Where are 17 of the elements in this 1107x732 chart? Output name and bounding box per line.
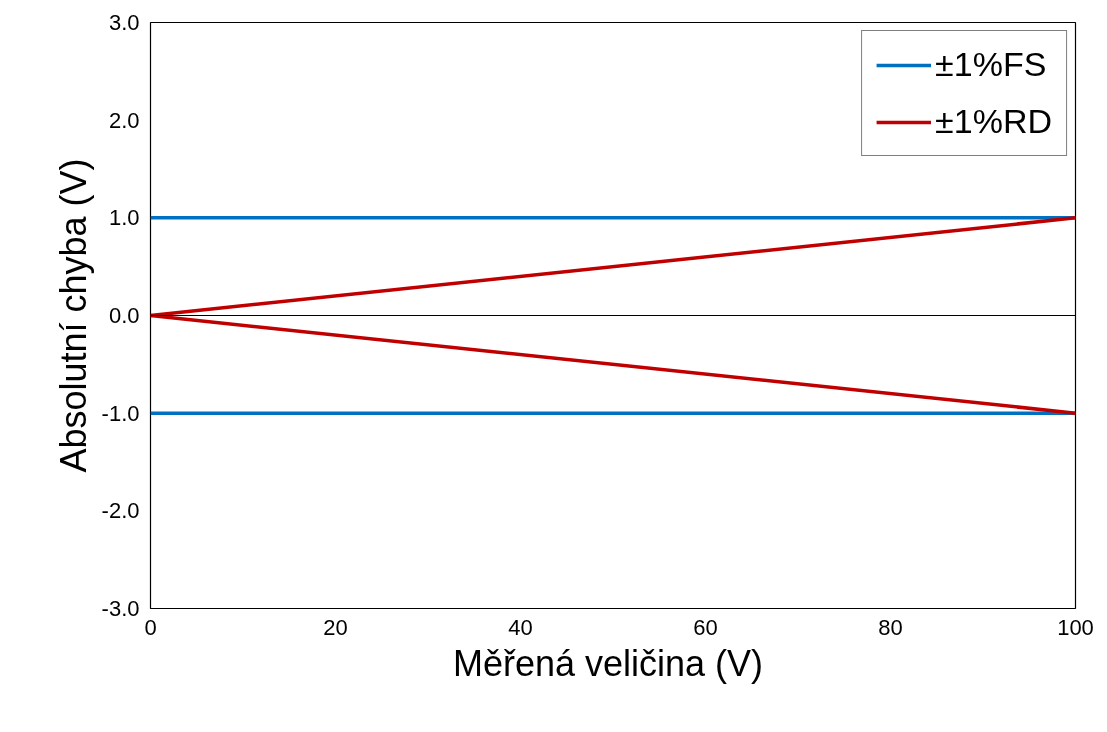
y-tick-label: 2.0 xyxy=(108,107,140,133)
y-tick-label: -3.0 xyxy=(101,596,140,621)
y-tick-label: 3.0 xyxy=(108,10,140,35)
x-tick-label: 0 xyxy=(144,614,157,640)
x-tick-label: 100 xyxy=(1057,614,1094,640)
legend-label: ±1%RD xyxy=(935,102,1052,141)
x-axis-title: Měřená veličina (V) xyxy=(452,642,764,684)
y-tick-label: -2.0 xyxy=(101,498,140,524)
y-axis-title: Absolutní chyba (V) xyxy=(52,158,94,473)
x-tick-label: 20 xyxy=(323,614,348,640)
x-tick-label: 60 xyxy=(693,614,718,640)
y-tick-label: -1.0 xyxy=(101,400,140,426)
legend-label: ±1%FS xyxy=(935,45,1047,84)
y-tick-label: 0.0 xyxy=(108,303,140,328)
x-tick-label: 80 xyxy=(878,614,903,640)
x-tick-label: 40 xyxy=(508,614,533,640)
y-tick-label: 1.0 xyxy=(108,205,140,231)
